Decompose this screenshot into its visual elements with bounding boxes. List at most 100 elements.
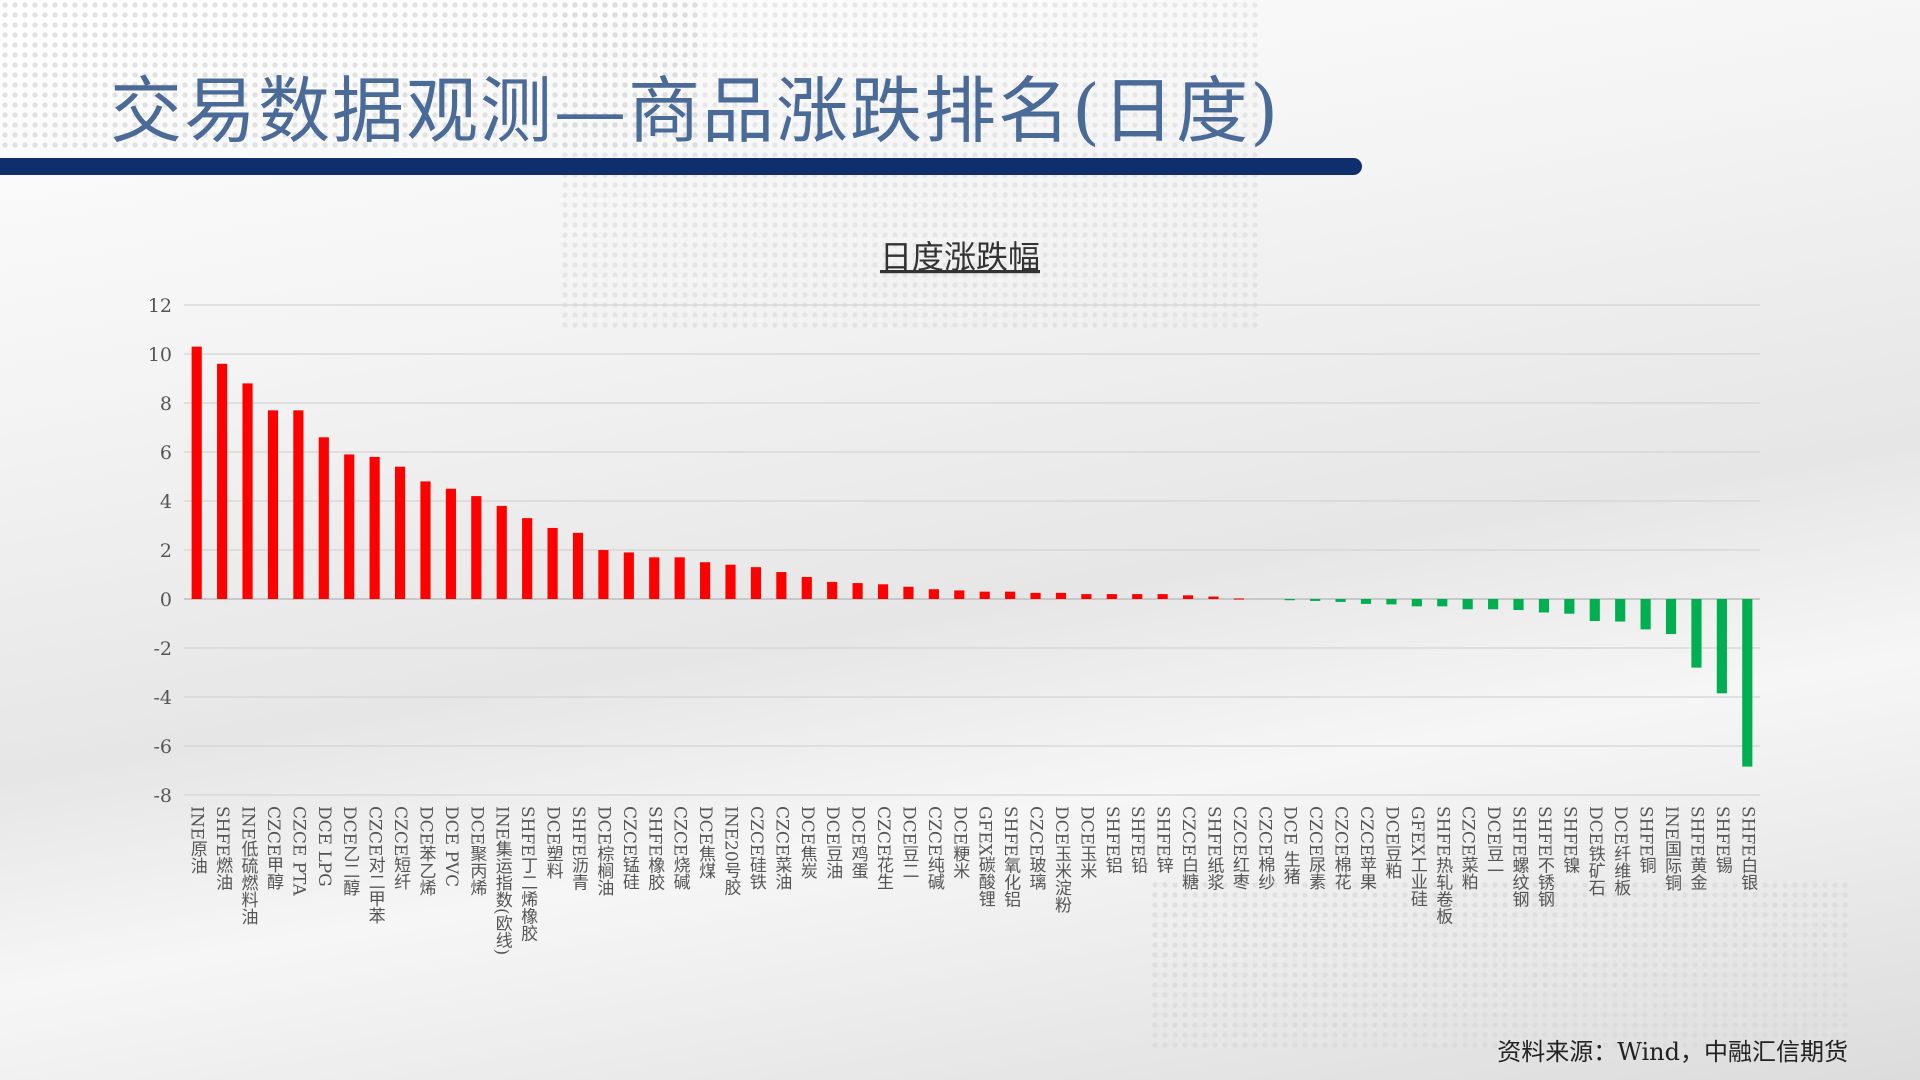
x-tick-label: SHFE纸浆 [1203, 806, 1224, 891]
x-tick-label: SHFE丁二烯橡胶 [517, 806, 538, 943]
bar [1488, 599, 1499, 610]
bar [1386, 599, 1397, 605]
x-tick-label: SHFE螺纹钢 [1509, 806, 1530, 908]
x-tick-label: CZCE白糖 [1178, 806, 1199, 890]
bar [1411, 599, 1422, 607]
x-tick-label: DCE焦炭 [797, 806, 818, 879]
bar [598, 550, 609, 599]
x-tick-label: CZCE菜粕 [1458, 806, 1479, 890]
x-tick-label: INE20号胶 [721, 806, 742, 897]
x-tick-label: SHFE铝 [1102, 806, 1123, 874]
x-tick-label: DCE豆一 [1483, 806, 1504, 879]
bar [547, 527, 558, 599]
bar [1538, 599, 1550, 613]
x-tick-label: CZCE玻璃 [1026, 806, 1047, 891]
x-tick-label: SHFE铅 [1127, 806, 1148, 874]
bar [191, 346, 202, 599]
x-tick-label: SHFE不锈钢 [1534, 806, 1555, 908]
x-tick-label: CZCE纯碱 [924, 806, 945, 891]
bar [1208, 596, 1219, 599]
chart-title: 日度涨跌幅 [880, 238, 1040, 276]
bar [1665, 599, 1677, 635]
bar [242, 383, 253, 599]
bar [1106, 594, 1117, 599]
bar [344, 454, 355, 599]
bar [1589, 599, 1600, 622]
x-tick-label: CZCE菜油 [771, 806, 792, 890]
bar [1691, 599, 1702, 668]
x-tick-label: GFEX工业硅 [1407, 806, 1428, 907]
x-tick-label: DCE乙二醇 [339, 806, 360, 896]
bar [1335, 599, 1346, 602]
bar [1005, 591, 1016, 599]
x-tick-label: DCE 生猪 [1280, 806, 1301, 884]
x-tick-label: DCE PVC [441, 806, 461, 887]
x-tick-label: CZCE短纤 [390, 806, 411, 890]
x-tick-label: INE低硫燃料油 [238, 806, 259, 925]
x-tick-label: SHFE燃油 [212, 806, 233, 891]
x-tick-label: CZCE甲醇 [263, 806, 284, 890]
bar [369, 456, 380, 599]
bar [1182, 595, 1194, 599]
x-tick-label: SHFE锡 [1712, 806, 1733, 875]
bar [217, 363, 228, 599]
bar [1742, 599, 1753, 767]
bar [877, 584, 889, 599]
x-tick-label: INE集运指数(欧线) [492, 806, 513, 955]
bar [1157, 594, 1168, 599]
bar [420, 481, 431, 599]
bar [649, 557, 660, 599]
x-tick-label: CZCE PTA [288, 806, 308, 896]
x-tick-label: CZCE尿素 [1305, 806, 1326, 890]
x-tick-label: CZCE烧碱 [670, 806, 691, 891]
x-tick-label: CZCE苹果 [1356, 806, 1377, 890]
x-tick-label: DCE棕榈油 [593, 806, 614, 896]
bar [318, 437, 329, 599]
x-tick-label: DCE聚丙烯 [466, 806, 487, 896]
bar [572, 532, 584, 599]
bar [979, 591, 990, 599]
y-tick-label: 0 [160, 589, 172, 611]
x-tick-label: DCE玉米 [1076, 806, 1097, 879]
bar [445, 488, 456, 599]
y-tick-label: 4 [160, 491, 172, 513]
x-tick-label: INE原油 [187, 806, 208, 874]
bar [674, 557, 685, 599]
bar [1233, 598, 1244, 600]
x-tick-label: DCE鸡蛋 [848, 806, 869, 880]
x-tick-label: DCE粳米 [949, 806, 970, 879]
y-tick-label: 10 [148, 344, 172, 366]
bar [471, 496, 482, 599]
x-tick-label: SHFE氧化铝 [1000, 806, 1021, 908]
x-tick-label: INE国际铜 [1661, 806, 1682, 892]
x-tick-label: SHFE锌 [1153, 806, 1174, 874]
bar [394, 466, 406, 599]
x-tick-label: SHFE沥青 [568, 806, 589, 892]
y-tick-label: 8 [160, 393, 172, 415]
bar [954, 590, 965, 599]
bar [1310, 599, 1321, 601]
bar [293, 410, 304, 599]
x-tick-label: CZCE硅铁 [746, 806, 767, 890]
x-tick-label: DCE豆二 [898, 806, 919, 879]
y-tick-label: 12 [148, 295, 172, 317]
x-tick-label: CZCE锰硅 [619, 806, 640, 890]
x-tick-label: DCE豆油 [822, 806, 843, 879]
x-tick-label: CZCE花生 [873, 806, 894, 890]
source-note: 资料来源：Wind，中融汇信期货 [1497, 1038, 1848, 1066]
bar [1284, 599, 1295, 601]
y-tick-label: -4 [153, 687, 172, 709]
x-tick-label: CZCE红枣 [1229, 806, 1250, 890]
x-tick-label: SHFE铜 [1636, 806, 1657, 875]
bar [827, 581, 838, 599]
x-tick-label: DCE焦煤 [695, 806, 716, 879]
y-tick-label: 6 [160, 442, 172, 464]
bar [1132, 594, 1143, 599]
title-underline-bar [0, 158, 1362, 175]
x-tick-label: SHFE热轧卷板 [1432, 806, 1453, 925]
bar [1716, 599, 1727, 694]
x-tick-label: DCE塑料 [543, 806, 564, 879]
world-map-decoration [1150, 880, 1850, 1050]
bar [928, 589, 939, 599]
bar [1564, 599, 1575, 614]
